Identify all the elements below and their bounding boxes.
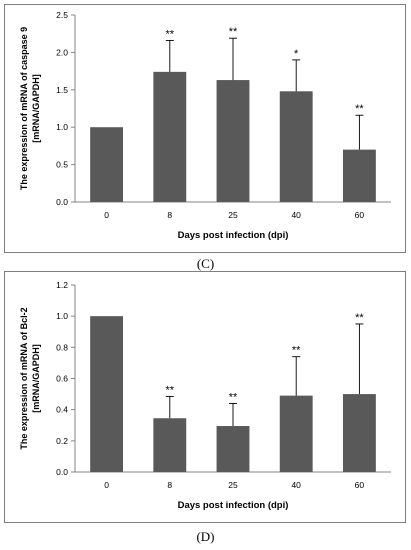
significance-8: ** (166, 28, 175, 40)
y-tick-label: 0.2 (56, 436, 68, 446)
y-tick-label: 0.5 (56, 160, 68, 170)
panel-label-c: (C) (196, 256, 215, 271)
y-tick-label: 2.5 (56, 10, 68, 20)
y-axis-label-line-2: [mRNA/GAPDH] (31, 74, 41, 143)
significance-40: * (294, 48, 299, 60)
x-tick-label-60: 60 (355, 210, 365, 220)
y-tick-label: 0.0 (56, 467, 68, 477)
x-tick-label-25: 25 (228, 480, 238, 490)
bar-0 (90, 316, 124, 472)
y-tick-label: 2.0 (56, 47, 68, 57)
x-tick-label-40: 40 (291, 480, 301, 490)
significance-60: ** (355, 312, 364, 324)
x-tick-label-40: 40 (291, 210, 301, 220)
y-tick-label: 1.2 (56, 280, 68, 290)
y-tick-label: 1.0 (56, 311, 68, 321)
y-axis-label-line-2: [mRNA/GAPDH] (31, 344, 41, 413)
x-axis-label: Days post infection (dpi) (178, 500, 289, 511)
y-tick-label: 1.0 (56, 122, 68, 132)
bcl2-bar-chart: 0.0 0.2 0.4 0.6 0.8 1.0 1.2 0 ** 8 ** 25 ** 40 ** 60 Day… (19, 280, 391, 511)
x-axis-label: Days post infection (dpi) (178, 230, 289, 241)
bar-40 (279, 91, 313, 202)
x-tick-label-0: 0 (104, 480, 109, 490)
bar-60 (342, 149, 376, 202)
y-tick-label: 0.4 (56, 405, 68, 415)
x-tick-label-0: 0 (104, 210, 109, 220)
significance-8: ** (166, 384, 175, 396)
significance-40: ** (292, 345, 301, 357)
x-tick-label-25: 25 (228, 210, 238, 220)
bar-8 (153, 71, 187, 203)
significance-25: ** (229, 391, 238, 403)
y-tick-label: 0.6 (56, 374, 68, 384)
caspase9-bar-chart: 0.0 0.5 1.0 1.5 2.0 2.5 0 ** 8 ** 25 * 40 ** 60 Days po… (19, 10, 391, 241)
significance-60: ** (355, 103, 364, 115)
bar-8 (153, 418, 187, 472)
y-axis-label-line-1: The expression of mRNA of caspase 9 (19, 27, 29, 190)
x-tick-label-8: 8 (167, 210, 172, 220)
chart-panel-d: 0.0 0.2 0.4 0.6 0.8 1.0 1.2 0 ** 8 ** 25 ** 40 ** 60 Day… (4, 271, 406, 523)
bar-60 (342, 394, 376, 472)
chart-panel-c: 0.0 0.5 1.0 1.5 2.0 2.5 0 ** 8 ** 25 * 40 ** 60 Days po… (4, 4, 406, 253)
y-tick-label: 0.8 (56, 342, 68, 352)
y-tick-label: 0.0 (56, 197, 68, 207)
bar-25 (216, 80, 250, 202)
y-axis-label-line-1: The expression of mRNA of Bcl-2 (19, 307, 29, 449)
bar-25 (216, 426, 250, 472)
panel-label-d: (D) (196, 529, 215, 544)
bar-40 (279, 395, 313, 472)
y-tick-label: 1.5 (56, 85, 68, 95)
x-tick-label-8: 8 (167, 480, 172, 490)
bar-0 (90, 127, 124, 202)
x-tick-label-60: 60 (355, 480, 365, 490)
significance-25: ** (229, 26, 238, 38)
